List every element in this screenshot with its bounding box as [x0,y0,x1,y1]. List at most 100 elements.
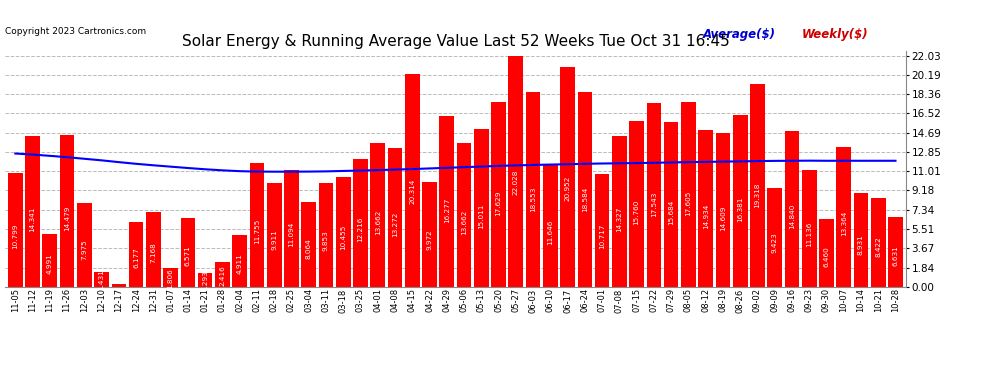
Bar [871,198,886,287]
Bar [267,183,281,287]
Text: 16.381: 16.381 [738,197,743,222]
Bar [595,174,610,287]
Bar [249,164,264,287]
Text: Copyright 2023 Cartronics.com: Copyright 2023 Cartronics.com [5,27,147,36]
Text: Weekly($): Weekly($) [802,28,869,41]
Text: 13.272: 13.272 [392,211,398,237]
Text: 11.755: 11.755 [253,219,260,244]
Bar [59,135,74,287]
Bar [733,115,747,287]
Bar [353,159,368,287]
Bar [612,136,627,287]
Text: 10.455: 10.455 [341,225,346,250]
Text: 13.662: 13.662 [375,210,381,235]
Bar [77,203,92,287]
Bar [630,122,644,287]
Bar [215,261,230,287]
Text: 11.094: 11.094 [288,222,294,247]
Text: 14.934: 14.934 [703,204,709,229]
Text: 19.318: 19.318 [754,183,760,208]
Bar [853,193,868,287]
Text: 6.177: 6.177 [133,248,140,268]
Bar [43,234,57,287]
Text: 2.416: 2.416 [220,265,226,286]
Bar [819,219,834,287]
Title: Solar Energy & Running Average Value Last 52 Weeks Tue Oct 31 16:45: Solar Energy & Running Average Value Las… [181,34,730,50]
Bar [147,211,160,287]
Text: Average($): Average($) [703,28,776,41]
Text: 6.460: 6.460 [824,246,830,267]
Bar [802,170,817,287]
Bar [440,116,454,287]
Text: 8.064: 8.064 [306,238,312,259]
Text: 14.479: 14.479 [64,206,70,231]
Text: 10.799: 10.799 [12,223,18,249]
Bar [474,129,489,287]
Bar [698,130,713,287]
Bar [284,170,299,287]
Bar [301,202,316,287]
Bar [405,74,420,287]
Text: 15.011: 15.011 [478,203,484,229]
Bar [112,284,126,287]
Bar [750,84,764,287]
Text: 1.431: 1.431 [99,270,105,291]
Text: 7.975: 7.975 [81,239,87,260]
Bar [456,143,471,287]
Text: 14.609: 14.609 [720,205,726,231]
Bar [577,92,592,287]
Bar [198,273,213,287]
Text: 9.853: 9.853 [323,230,329,251]
Bar [767,188,782,287]
Bar [319,183,334,287]
Text: 11.136: 11.136 [806,222,812,247]
Text: 22.028: 22.028 [513,170,519,195]
Bar [888,217,903,287]
Text: 1.806: 1.806 [167,268,173,289]
Text: 1.293: 1.293 [202,270,208,291]
Bar [526,92,541,287]
Bar [646,103,661,287]
Text: 14.341: 14.341 [30,206,36,232]
Text: 9.423: 9.423 [771,232,778,253]
Text: 14.327: 14.327 [617,207,623,232]
Bar [491,102,506,287]
Text: 16.277: 16.277 [444,197,449,223]
Bar [785,131,799,287]
Text: 4.911: 4.911 [237,253,243,274]
Text: 14.840: 14.840 [789,204,795,230]
Text: 10.717: 10.717 [599,224,605,249]
Text: 20.314: 20.314 [409,178,415,204]
Text: 15.760: 15.760 [634,200,640,225]
Text: 9.972: 9.972 [427,230,433,250]
Bar [509,56,523,287]
Text: 7.168: 7.168 [150,243,156,263]
Text: 18.584: 18.584 [582,186,588,212]
Text: 17.543: 17.543 [650,191,657,217]
Bar [163,268,178,287]
Text: 20.952: 20.952 [564,175,570,201]
Bar [25,136,40,287]
Text: 11.646: 11.646 [547,219,553,245]
Bar [336,177,350,287]
Bar [8,174,23,287]
Bar [388,147,402,287]
Bar [664,122,678,287]
Bar [422,182,437,287]
Text: 4.991: 4.991 [47,253,52,274]
Text: 8.931: 8.931 [858,234,864,255]
Bar [681,102,696,287]
Text: 17.605: 17.605 [685,191,691,216]
Bar [129,222,144,287]
Bar [370,143,385,287]
Bar [716,134,731,287]
Bar [233,235,247,287]
Text: 6.571: 6.571 [185,246,191,266]
Text: 17.629: 17.629 [496,191,502,216]
Text: 6.631: 6.631 [893,245,899,266]
Bar [94,272,109,287]
Text: 12.216: 12.216 [357,216,363,242]
Text: 9.911: 9.911 [271,230,277,251]
Text: 8.422: 8.422 [875,237,881,258]
Text: 18.553: 18.553 [530,186,536,212]
